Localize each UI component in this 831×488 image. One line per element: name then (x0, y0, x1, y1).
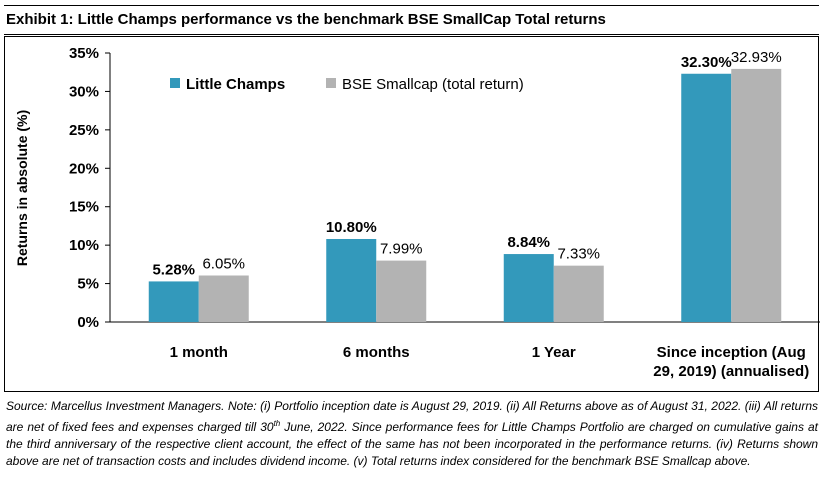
bar-little-champs (503, 254, 554, 322)
y-tick-label: 5% (77, 276, 99, 293)
data-label: 6.05% (202, 256, 245, 273)
bar-bse-smallcap (731, 68, 782, 323)
x-category-label: 1 Year (532, 344, 576, 361)
y-tick-label: 15% (69, 199, 99, 216)
legend-swatch (326, 78, 336, 88)
chart-frame (4, 36, 819, 392)
footnote: Source: Marcellus Investment Managers. N… (6, 398, 818, 470)
x-category-label: 29, 2019) (annualised) (653, 363, 809, 380)
bar-chart: 0% 5% 10% 15% 20% 25% 30% 35% Returns in absolut… (14, 45, 820, 380)
bar-little-champs (326, 238, 377, 322)
y-tick-label: 10% (69, 237, 99, 254)
bar-little-champs (148, 281, 199, 322)
exhibit-title: Exhibit 1: Little Champs performance vs … (6, 11, 606, 28)
y-tick-label: 35% (69, 45, 99, 62)
data-label: 32.30% (681, 54, 732, 71)
data-label: 5.28% (152, 261, 195, 278)
y-tick-label: 25% (69, 122, 99, 139)
footnote-superscript: th (273, 419, 281, 428)
x-category-label: Since inception (Aug (657, 344, 806, 361)
legend-swatch (170, 78, 180, 88)
data-label: 7.33% (557, 246, 600, 263)
bar-little-champs (681, 73, 732, 322)
bar-bse-smallcap (553, 265, 604, 322)
y-tick-label: 30% (69, 83, 99, 100)
data-label: 7.99% (380, 241, 423, 258)
legend-label: Little Champs (186, 76, 285, 93)
legend-label: BSE Smallcap (total return) (342, 76, 524, 93)
y-axis-label: Returns in absolute (%) (14, 110, 30, 266)
x-category-label: 6 months (343, 344, 410, 361)
bar-bse-smallcap (376, 260, 427, 322)
bar-bse-smallcap (198, 275, 249, 322)
y-tick-label: 0% (77, 314, 99, 331)
data-label: 32.93% (731, 49, 782, 66)
data-label: 8.84% (507, 234, 550, 251)
exhibit-title-bar: Exhibit 1: Little Champs performance vs … (4, 5, 819, 35)
footnote-text: Source: Marcellus Investment Managers. N… (6, 399, 818, 434)
y-tick-label: 20% (69, 160, 99, 177)
x-category-label: 1 month (170, 344, 228, 361)
data-label: 10.80% (326, 219, 377, 236)
footnote-text-cont: June, 2022. Since performance fees for L… (6, 420, 818, 468)
